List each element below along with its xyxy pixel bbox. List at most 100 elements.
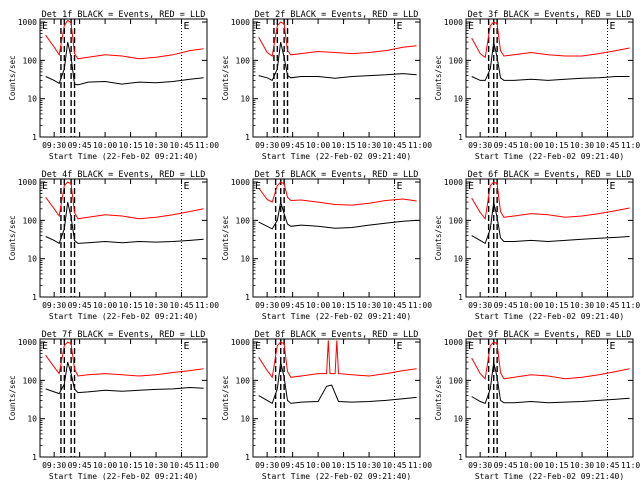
chart-title: Det 8f BLACK = Events, RED = LLD — [255, 330, 419, 340]
y-tick-label: 10 — [453, 95, 463, 104]
y-tick-label: 1000 — [444, 18, 463, 27]
y-tick-label: 1000 — [231, 178, 250, 187]
x-tick-label: 10:15 — [119, 461, 143, 470]
y-tick-label: 10 — [453, 255, 463, 264]
x-tick-label: 10:30 — [357, 141, 381, 150]
series-events-line — [471, 361, 630, 405]
x-tick-label: 10:30 — [357, 461, 381, 470]
x-tick-label: 10:45 — [595, 301, 619, 310]
y-tick-label: 100 — [449, 376, 464, 385]
y-tick-label: 1 — [458, 453, 463, 462]
annotation-label: E — [255, 21, 261, 32]
y-tick-label: 1000 — [231, 18, 250, 27]
y-axis-label: Counts/sec — [221, 215, 230, 260]
x-tick-label: 09:30 — [42, 461, 66, 470]
x-tick-label: 09:30 — [255, 461, 279, 470]
chart-title: Det 9f BLACK = Events, RED = LLD — [468, 330, 632, 340]
x-tick-label: 09:45 — [494, 301, 518, 310]
x-tick-label: 09:30 — [42, 141, 66, 150]
chart-title: Det 3f BLACK = Events, RED = LLD — [468, 10, 632, 20]
x-tick-label: 11:00 — [621, 301, 640, 310]
annotation-label: E — [397, 21, 403, 32]
series-lld-line — [45, 19, 204, 60]
y-tick-label: 10 — [27, 415, 37, 424]
x-tick-label: 11:00 — [621, 461, 640, 470]
x-tick-label: 10:45 — [169, 461, 193, 470]
y-tick-label: 1000 — [444, 178, 463, 187]
x-tick-label: 09:45 — [68, 141, 92, 150]
y-tick-label: 1000 — [231, 338, 250, 347]
annotation-label: E — [184, 341, 190, 352]
x-tick-label: 11:00 — [621, 141, 640, 150]
x-tick-label: 09:45 — [281, 301, 305, 310]
x-tick-label: 10:45 — [382, 141, 406, 150]
y-axis-label: Counts/sec — [434, 375, 443, 420]
x-axis-label: Start Time (22-Feb-02 09:21:40) — [475, 152, 624, 161]
annotation-label: E — [610, 341, 616, 352]
x-tick-label: 10:30 — [357, 301, 381, 310]
x-tick-label: 10:45 — [595, 461, 619, 470]
series-events-line — [471, 41, 630, 81]
x-tick-label: 11:00 — [408, 141, 432, 150]
x-tick-label: 10:00 — [93, 461, 117, 470]
y-axis-label: Counts/sec — [8, 215, 17, 260]
annotation-label: E — [468, 21, 474, 32]
x-tick-label: 10:45 — [169, 141, 193, 150]
y-axis-label: Counts/sec — [434, 55, 443, 100]
y-tick-label: 10 — [27, 95, 37, 104]
x-tick-label: 10:45 — [382, 301, 406, 310]
chart-title: Det 1f BLACK = Events, RED = LLD — [42, 10, 206, 20]
plot-frame — [465, 338, 634, 458]
x-tick-label: 09:45 — [281, 141, 305, 150]
y-tick-label: 1 — [245, 133, 250, 142]
y-tick-label: 1000 — [18, 18, 37, 27]
y-tick-label: 100 — [236, 216, 251, 225]
x-tick-label: 10:00 — [93, 301, 117, 310]
x-tick-label: 09:30 — [468, 141, 492, 150]
x-tick-label: 10:15 — [332, 301, 356, 310]
y-axis-label: Counts/sec — [8, 375, 17, 420]
y-axis-label: Counts/sec — [8, 55, 17, 100]
series-events-line — [471, 201, 630, 245]
plot-frame — [252, 18, 421, 138]
x-tick-label: 11:00 — [195, 301, 219, 310]
y-tick-label: 1000 — [18, 178, 37, 187]
y-tick-label: 1 — [32, 133, 37, 142]
series-lld-line — [45, 181, 204, 220]
plot-frame — [39, 18, 208, 138]
y-axis-label: Counts/sec — [221, 375, 230, 420]
y-tick-label: 1000 — [18, 338, 37, 347]
annotation-label: E — [42, 341, 48, 352]
x-tick-label: 10:15 — [332, 141, 356, 150]
y-axis-label: Counts/sec — [434, 215, 443, 260]
plot-frame — [252, 178, 421, 298]
annotation-label: E — [610, 21, 616, 32]
chart-title: Det 7f BLACK = Events, RED = LLD — [42, 330, 206, 340]
y-tick-label: 100 — [236, 376, 251, 385]
x-axis-label: Start Time (22-Feb-02 09:21:40) — [49, 312, 198, 321]
plot-frame — [465, 18, 634, 138]
x-tick-label: 10:15 — [119, 141, 143, 150]
x-tick-label: 09:30 — [468, 301, 492, 310]
x-tick-label: 11:00 — [195, 141, 219, 150]
series-events-line — [45, 361, 204, 395]
y-tick-label: 100 — [23, 216, 38, 225]
series-events-line — [258, 41, 417, 82]
y-tick-label: 100 — [449, 216, 464, 225]
x-axis-label: Start Time (22-Feb-02 09:21:40) — [475, 312, 624, 321]
series-lld-line — [258, 181, 417, 206]
x-tick-label: 10:45 — [595, 141, 619, 150]
annotation-label: E — [184, 181, 190, 192]
x-axis-label: Start Time (22-Feb-02 09:21:40) — [262, 472, 411, 480]
x-tick-label: 10:30 — [570, 461, 594, 470]
annotation-label: E — [42, 181, 48, 192]
x-tick-label: 09:30 — [255, 301, 279, 310]
y-tick-label: 10 — [453, 415, 463, 424]
y-tick-label: 100 — [23, 56, 38, 65]
